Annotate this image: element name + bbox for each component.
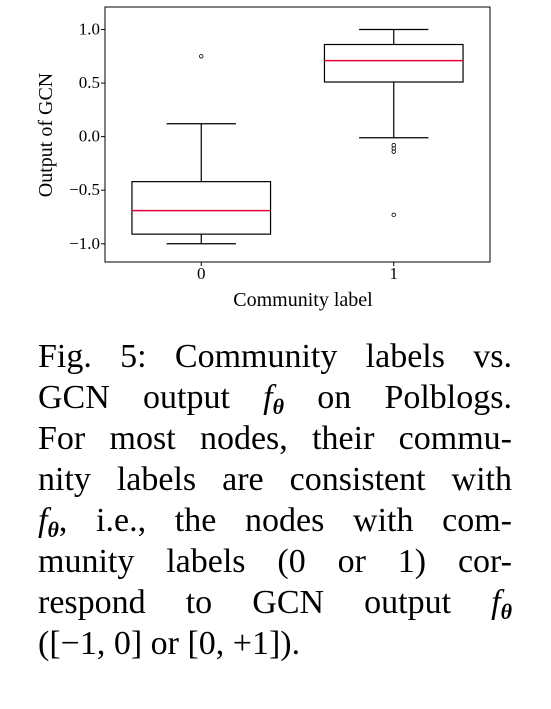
caption-line: ([−1, 0] or [0, +1]).	[38, 623, 512, 664]
caption-text: ([−1, 0] or [0, +1]).	[38, 625, 301, 662]
caption-line: respond to GCN output fθ	[38, 582, 512, 624]
caption-line: For most nodes, their commu-	[38, 418, 512, 459]
y-tick-label: 0.5	[79, 73, 100, 92]
x-axis-label: Community label	[233, 289, 373, 311]
math-italic: f	[38, 502, 48, 539]
caption-text: nity labels are consistent with	[38, 461, 512, 498]
chart: Community label Output of GCN −1.0 −0.5 0.…	[35, 6, 491, 311]
caption-text: respond to GCN output	[38, 584, 492, 621]
math-subscript: θ	[500, 599, 512, 624]
y-tick-label: −1.0	[69, 234, 100, 253]
caption-text: munity labels (0 or 1) cor-	[38, 543, 512, 580]
caption-text: For most nodes, their commu-	[38, 420, 512, 457]
caption-text: Fig. 5: Community labels vs.	[38, 338, 512, 375]
caption-text: on Polblogs.	[284, 379, 512, 416]
math-italic: f	[263, 379, 273, 416]
y-tick-label: 1.0	[79, 20, 100, 39]
y-tick-label: 0.0	[79, 127, 100, 146]
caption-text: GCN output	[38, 379, 264, 416]
outlier	[391, 149, 396, 154]
caption: Fig. 5: Community labels vs. GCN output f…	[38, 336, 512, 664]
math-italic: f	[491, 584, 501, 621]
math-subscript: θ	[47, 517, 59, 542]
box	[323, 43, 464, 83]
outlier	[199, 54, 204, 59]
math-symbol: fθ	[263, 379, 284, 419]
outlier	[391, 212, 396, 218]
caption-text: , i.e., the nodes with com-	[58, 502, 512, 539]
caption-line: GCN output fθ on Polblogs.	[38, 377, 512, 419]
plot-frame	[104, 6, 491, 263]
y-axis-label: Output of GCN	[35, 73, 57, 197]
caption-line: Fig. 5: Community labels vs.	[38, 336, 512, 377]
math-symbol: fθ	[491, 584, 512, 624]
caption-line: munity labels (0 or 1) cor-	[38, 541, 512, 582]
x-tick-label: 0	[197, 264, 206, 283]
caption-line: nity labels are consistent with	[38, 459, 512, 500]
math-subscript: θ	[272, 394, 284, 419]
x-tick-label: 1	[390, 264, 399, 283]
y-tick-label: −0.5	[69, 180, 100, 199]
caption-line: fθ, i.e., the nodes with com-	[38, 500, 512, 542]
math-symbol: fθ	[38, 502, 59, 542]
box	[131, 181, 272, 235]
